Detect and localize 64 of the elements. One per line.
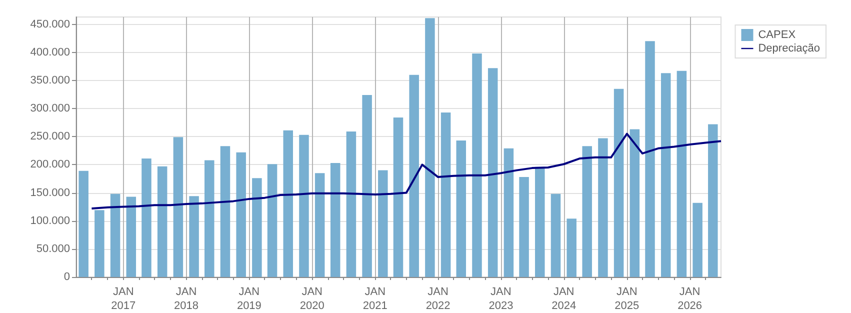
bar bbox=[189, 196, 199, 277]
x-tick-label: JAN 2017 bbox=[111, 286, 136, 312]
y-tick-label: 300.000 bbox=[30, 102, 70, 115]
bar bbox=[535, 166, 545, 277]
bar bbox=[645, 41, 655, 277]
bar bbox=[440, 112, 451, 277]
x-tick-label: JAN 2021 bbox=[362, 286, 388, 312]
bar bbox=[550, 194, 561, 277]
bar bbox=[142, 158, 152, 277]
line-series bbox=[90, 132, 722, 210]
bar bbox=[204, 160, 214, 277]
bar bbox=[110, 194, 120, 277]
bar bbox=[236, 152, 246, 277]
y-tick-label: 200.000 bbox=[30, 158, 70, 171]
x-tick-label: JAN 2019 bbox=[236, 286, 262, 312]
bar bbox=[362, 95, 372, 277]
bar bbox=[252, 178, 262, 277]
x-tick-label: JAN 2023 bbox=[488, 286, 514, 312]
bar bbox=[472, 54, 482, 277]
bar bbox=[660, 73, 671, 277]
bar bbox=[488, 68, 498, 277]
bar bbox=[267, 164, 278, 277]
y-tick-label: 50.000 bbox=[36, 242, 70, 255]
x-tick-label: JAN 2026 bbox=[678, 286, 702, 312]
bar bbox=[378, 170, 388, 277]
bar bbox=[94, 210, 104, 277]
y-tick-label: 100.000 bbox=[30, 214, 70, 227]
legend-label: Depreciação bbox=[758, 42, 820, 54]
bar bbox=[630, 129, 640, 277]
bar bbox=[409, 74, 419, 277]
bar bbox=[393, 118, 404, 277]
y-tick-label: 250.000 bbox=[30, 130, 70, 143]
bar bbox=[78, 170, 88, 277]
bar bbox=[598, 138, 608, 277]
bar bbox=[504, 148, 514, 277]
y-tick-label: 450.000 bbox=[30, 18, 70, 30]
bar bbox=[299, 134, 309, 277]
bar bbox=[425, 18, 435, 277]
x-tick-label: JAN 2020 bbox=[300, 286, 324, 312]
bar bbox=[708, 124, 718, 277]
x-tick-label: JAN 2018 bbox=[174, 286, 199, 312]
bar bbox=[157, 166, 168, 277]
y-tick-label: 0 bbox=[64, 271, 70, 283]
x-tick-label: JAN 2022 bbox=[426, 286, 450, 312]
y-tick-label: 400.000 bbox=[30, 46, 70, 58]
bar bbox=[173, 137, 184, 277]
bar bbox=[519, 177, 529, 277]
y-tick-label: 150.000 bbox=[30, 186, 70, 199]
bar bbox=[126, 196, 136, 277]
bar bbox=[614, 88, 624, 277]
bar bbox=[220, 146, 230, 277]
legend-label: CAPEX bbox=[758, 29, 796, 41]
y-tick-label: 350.000 bbox=[30, 74, 70, 86]
bar bbox=[676, 70, 687, 277]
bar bbox=[582, 146, 592, 277]
bar bbox=[314, 173, 325, 277]
bar bbox=[456, 140, 466, 277]
bar bbox=[283, 130, 294, 277]
x-tick-label: JAN 2025 bbox=[614, 286, 640, 312]
bar bbox=[346, 132, 356, 277]
x-tick-label: JAN 2024 bbox=[552, 286, 576, 312]
bar bbox=[692, 202, 702, 277]
bar bbox=[566, 218, 576, 277]
bar bbox=[330, 163, 340, 277]
